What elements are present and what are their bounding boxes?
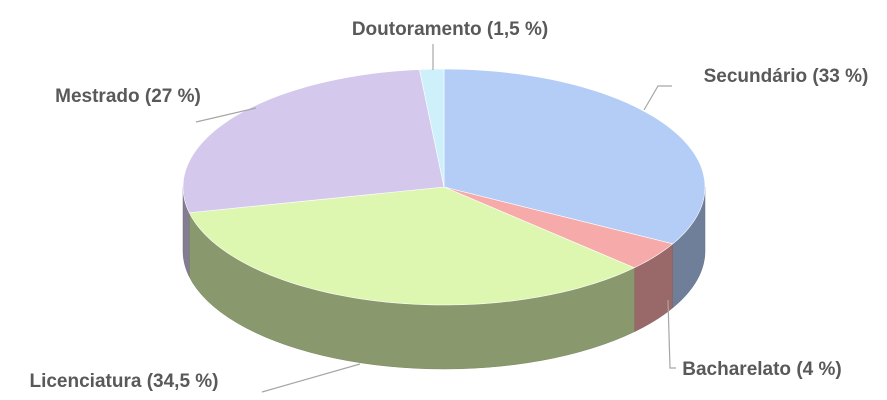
category-name: Secundário (704, 66, 807, 87)
category-name: Doutoramento (352, 19, 482, 40)
value-label: (1,5 %) (487, 19, 548, 40)
slice (443, 186, 674, 269)
value-label: (33 %) (812, 66, 868, 87)
data-label: Doutoramento (1,5 %) (352, 19, 548, 40)
value-label: (34,5 %) (147, 371, 219, 392)
leader-line (667, 299, 676, 369)
pie-sides (182, 186, 706, 370)
data-label: Licenciatura (34,5 %) (29, 371, 218, 392)
slice (443, 68, 706, 245)
leader-line (261, 363, 361, 393)
category-name: Mestrado (55, 86, 139, 107)
value-label: (4 %) (796, 359, 841, 380)
data-label: Secundário (33 %) (704, 66, 869, 87)
slice (188, 186, 635, 306)
leader-line (643, 85, 672, 111)
value-label: (27 %) (145, 86, 201, 107)
slice (182, 69, 445, 214)
leader-line (195, 107, 257, 123)
category-name: Bacharelato (682, 359, 791, 380)
pie-tops (182, 68, 706, 306)
slice (419, 68, 445, 188)
category-name: Licenciatura (29, 371, 141, 392)
labels: Secundário (33 %) Bacharelato (4 %) Licenc… (29, 19, 869, 393)
data-label: Mestrado (27 %) (55, 86, 201, 107)
data-label: Bacharelato (4 %) (682, 359, 841, 380)
